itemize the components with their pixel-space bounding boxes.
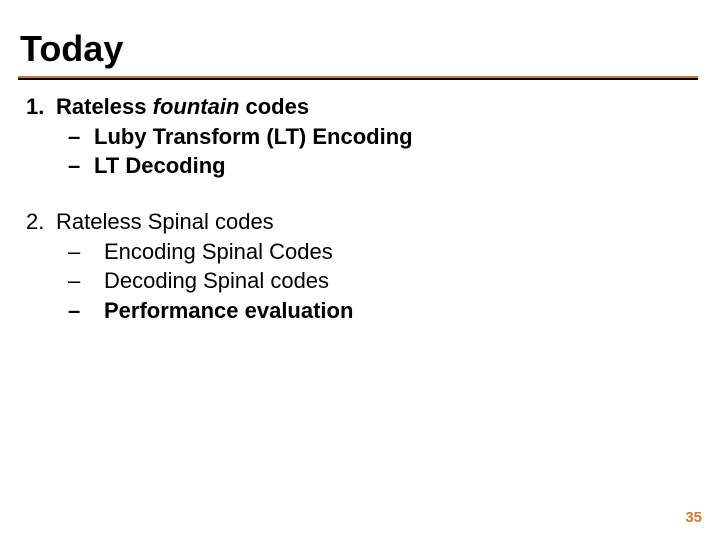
outline-item-1: 1.Rateless fountain codes –Luby Transfor… xyxy=(18,92,698,181)
outline-item-2: 2.Rateless Spinal codes –Encoding Spinal… xyxy=(18,207,698,326)
outline-item-2-title: 2.Rateless Spinal codes xyxy=(18,207,698,237)
text-prefix: Rateless xyxy=(56,94,153,119)
list-number: 1. xyxy=(18,92,56,122)
dash-icon: – xyxy=(68,122,94,152)
title-divider xyxy=(18,76,698,80)
slide: Today 1.Rateless fountain codes –Luby Tr… xyxy=(0,0,720,540)
sub-text: Performance evaluation xyxy=(104,298,353,323)
item-text: Rateless Spinal codes xyxy=(56,209,274,234)
sub-text: LT Decoding xyxy=(94,153,226,178)
outline-item-2-sub-1: –Encoding Spinal Codes xyxy=(18,237,698,267)
outline-item-2-sub-3: –Performance evaluation xyxy=(18,296,698,326)
outline-item-2-sub-2: –Decoding Spinal codes xyxy=(18,266,698,296)
sub-text: Decoding Spinal codes xyxy=(104,268,329,293)
page-number: 35 xyxy=(685,509,702,526)
dash-icon: – xyxy=(68,266,104,296)
text-suffix: codes xyxy=(239,94,309,119)
divider-black-line xyxy=(18,78,698,80)
slide-title: Today xyxy=(18,28,698,70)
dash-icon: – xyxy=(68,237,104,267)
text-emphasis: fountain xyxy=(153,94,240,119)
outline-item-1-sub-1: –Luby Transform (LT) Encoding xyxy=(18,122,698,152)
outline-list: 1.Rateless fountain codes –Luby Transfor… xyxy=(18,92,698,326)
dash-icon: – xyxy=(68,296,104,326)
list-number: 2. xyxy=(18,207,56,237)
dash-icon: – xyxy=(68,151,94,181)
outline-item-1-sub-2: –LT Decoding xyxy=(18,151,698,181)
sub-text: Encoding Spinal Codes xyxy=(104,239,333,264)
sub-text: Luby Transform (LT) Encoding xyxy=(94,124,413,149)
outline-item-1-title: 1.Rateless fountain codes xyxy=(18,92,698,122)
